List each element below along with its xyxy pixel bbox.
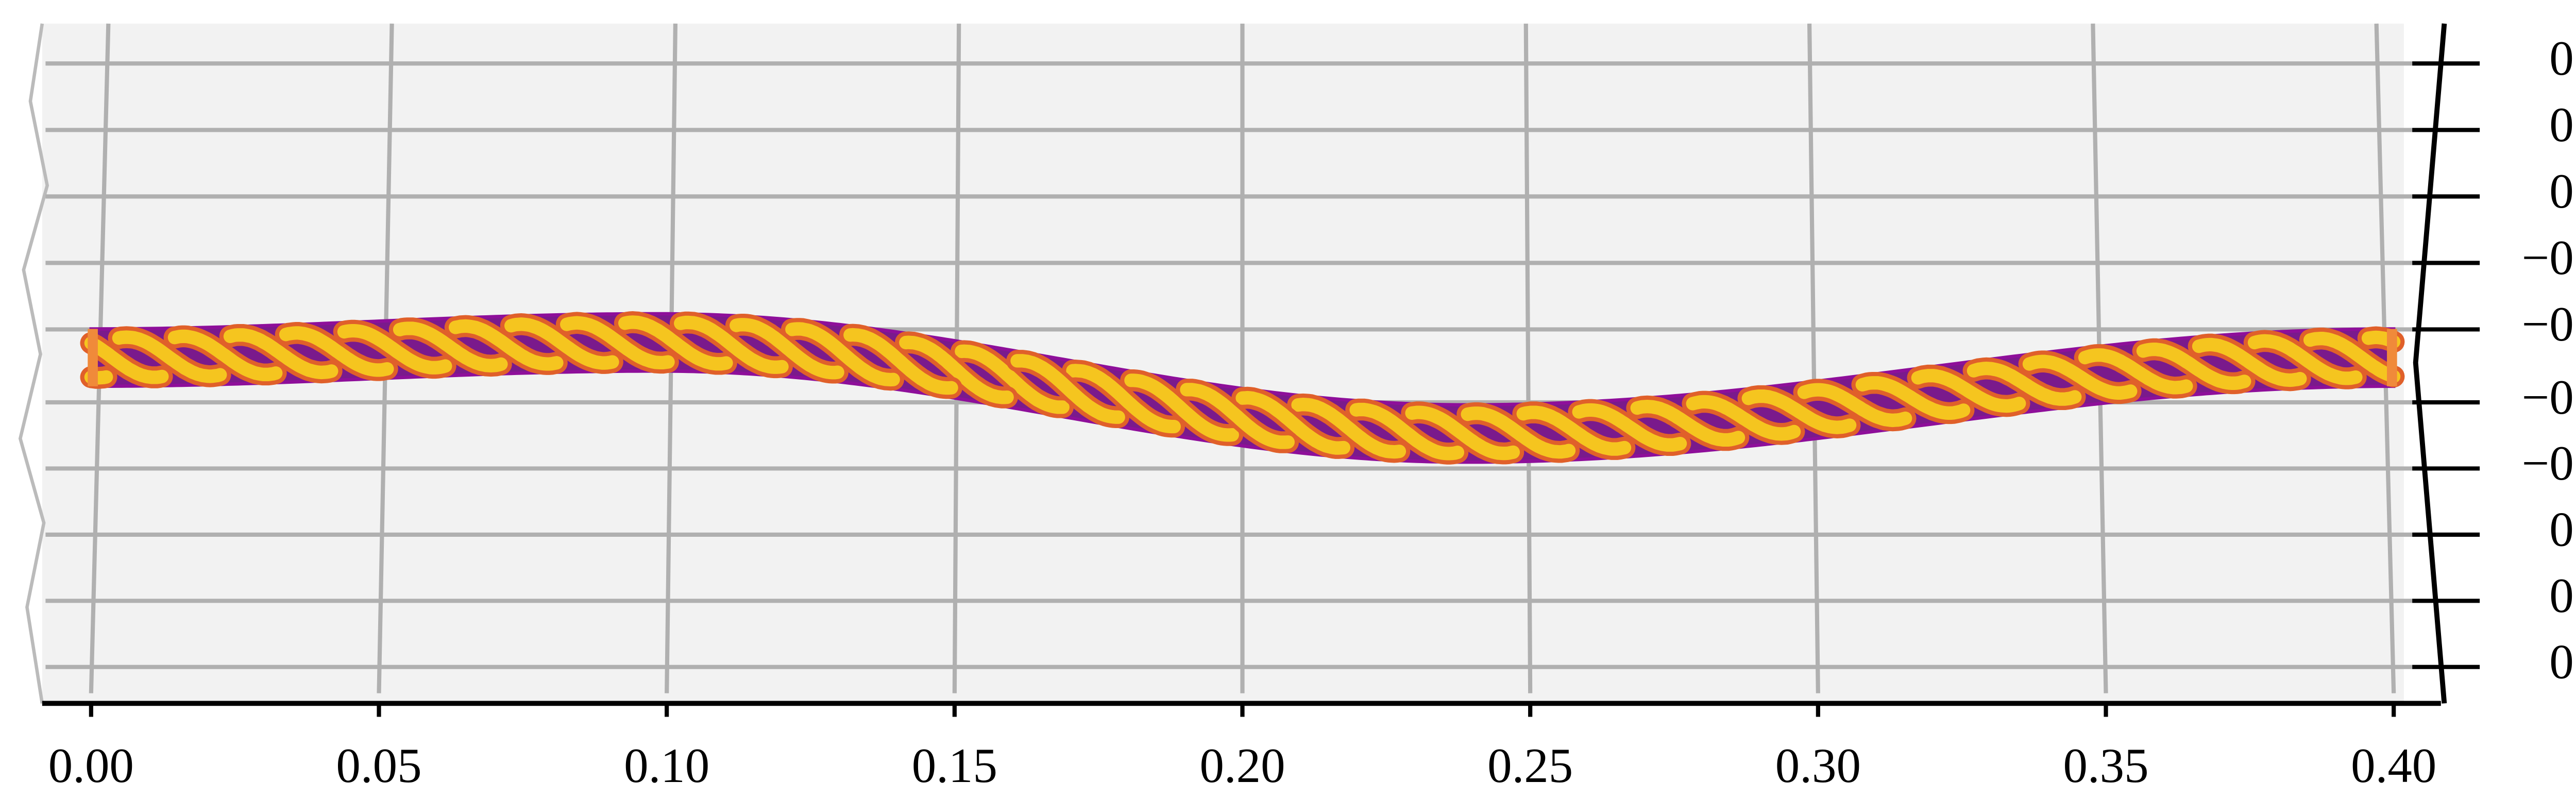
side-pane-edge (18, 23, 49, 704)
y-tick-label: −0.02 (2522, 230, 2576, 285)
rope-strand (112, 315, 2401, 459)
rope-strand (84, 315, 2401, 461)
y-tick-label: 0.04 (2549, 31, 2576, 86)
y-tick-label: 0.02 (2549, 97, 2576, 152)
x-tick-label: 0.25 (1487, 738, 1573, 793)
z-tick-label: 0.04 (2549, 635, 2576, 689)
grid-line (1807, 23, 1820, 693)
rope-end (2387, 329, 2397, 386)
rope-strand (84, 316, 2363, 461)
y-tick-label: 0.00 (2549, 164, 2576, 218)
grid-line (1523, 23, 1533, 693)
x-tick-label: 0.35 (2063, 738, 2148, 793)
right-axis-line (2413, 23, 2447, 704)
x-tick-label: 0.00 (48, 738, 134, 793)
x-tick-label: 0.15 (912, 738, 997, 793)
x-tick-label: 0.40 (2351, 738, 2436, 793)
z-tick-label: −0.04 (2522, 370, 2576, 424)
z-tick-label: 0.02 (2549, 568, 2576, 623)
z-tick-label: 0.00 (2549, 502, 2576, 557)
z-tick-label: −0.02 (2522, 436, 2576, 490)
x-tick-label: 0.10 (624, 738, 709, 793)
x-tick-label: 0.30 (1775, 738, 1861, 793)
rope-end (88, 329, 98, 386)
x-tick-label: 0.05 (336, 738, 421, 793)
y-tick-label: −0.04 (2522, 297, 2576, 351)
x-tick-label: 0.20 (1199, 738, 1285, 793)
